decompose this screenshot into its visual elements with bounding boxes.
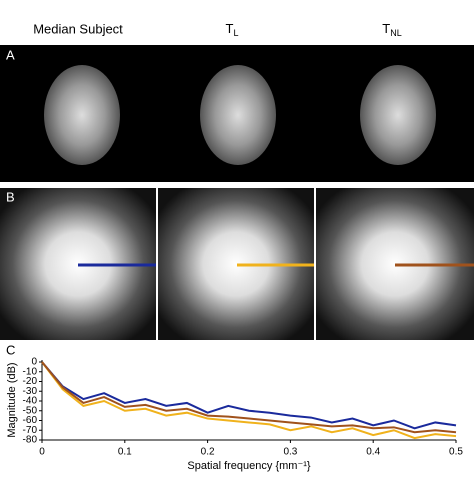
x-tick-label: 0.5	[449, 447, 463, 458]
x-tick-label: 0.2	[201, 447, 215, 458]
x-tick-label: 0.1	[118, 447, 132, 458]
series-line	[41, 361, 457, 440]
series-line	[41, 361, 457, 430]
brain-image	[360, 65, 436, 165]
brain-image	[44, 65, 120, 165]
header-main: T	[226, 21, 234, 36]
header-sub: NL	[390, 28, 402, 38]
header-main: T	[382, 21, 390, 36]
y-tick-label: 0	[31, 357, 37, 368]
y-tick-label: -20	[23, 376, 38, 387]
header: TNL	[382, 21, 401, 38]
header-sub: L	[233, 28, 238, 38]
header: TL	[226, 21, 239, 38]
panel-label: C	[6, 342, 15, 357]
x-tick-label: 0.4	[366, 447, 380, 458]
y-axis-label: Magnitude (dB)	[6, 362, 18, 437]
y-tick-label: -10	[23, 366, 38, 377]
x-axis-label: Spatial frequency {mm⁻¹}	[187, 460, 311, 472]
y-tick-label: -40	[23, 396, 38, 407]
panel-label: B	[6, 189, 15, 204]
y-tick-label: -80	[23, 435, 38, 446]
series-line	[41, 361, 457, 434]
y-tick-label: -60	[23, 415, 38, 426]
header: Median Subject	[33, 21, 123, 36]
panel-label: A	[6, 47, 15, 62]
y-tick-label: -50	[23, 405, 38, 416]
y-tick-label: -30	[23, 386, 38, 397]
brain-image	[200, 65, 276, 165]
x-tick-label: 0.3	[283, 447, 297, 458]
x-tick-label: 0	[39, 447, 45, 458]
headers: Median Subject TL TNL	[33, 21, 402, 38]
y-tick-label: -70	[23, 425, 38, 436]
